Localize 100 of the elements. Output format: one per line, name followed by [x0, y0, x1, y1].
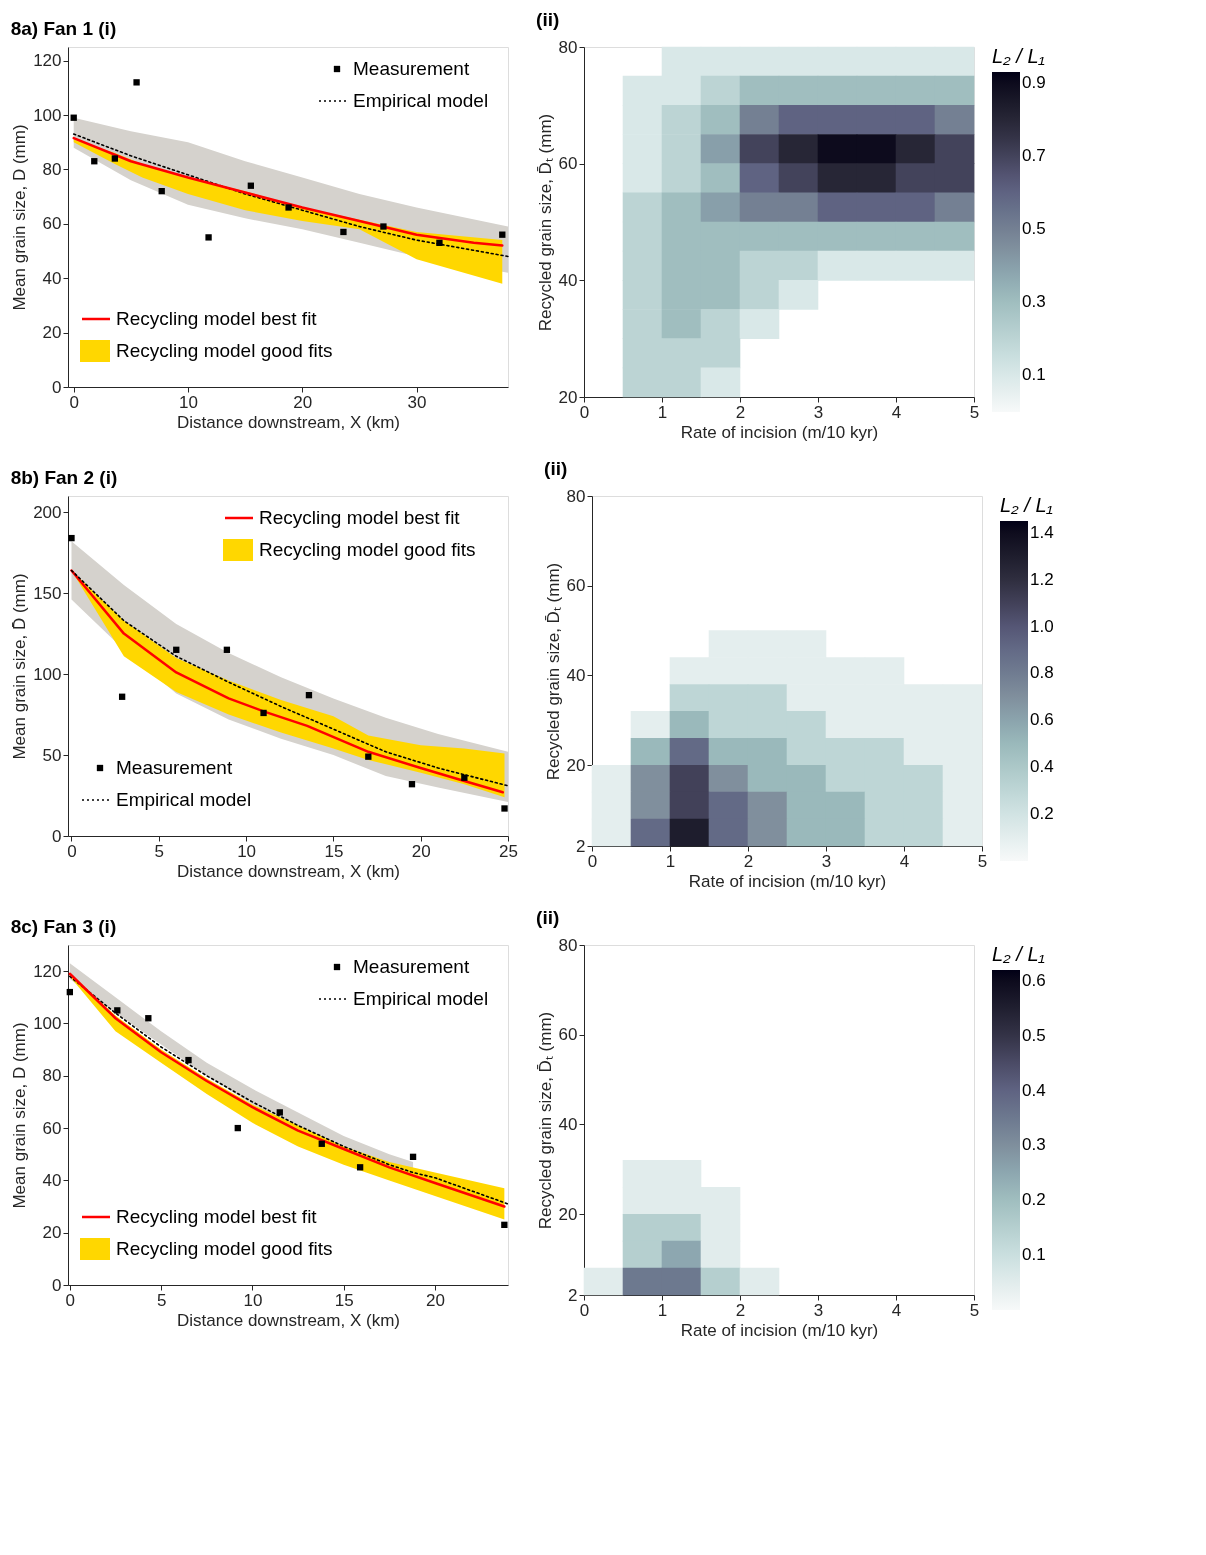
chart-title: (ii) [536, 907, 560, 928]
y-tick-label: 80 [42, 159, 62, 179]
y-tick-label: 60 [42, 214, 62, 234]
y-tick-label: 60 [42, 1118, 62, 1138]
y-tick-label: 120 [33, 51, 62, 71]
point [114, 1007, 121, 1014]
x-tick-label: 3 [813, 402, 824, 422]
y-tick-label: 100 [33, 105, 62, 125]
y-tick-label: 80 [42, 1066, 62, 1086]
chart-title: (ii) [544, 458, 568, 479]
point [356, 1164, 364, 1171]
x-tick-label: 10 [237, 841, 257, 861]
y-tick-label: 50 [42, 745, 62, 765]
x-tick-label: 0 [65, 1290, 76, 1310]
color-bar-label: 1.0 [1030, 616, 1054, 636]
point [70, 114, 77, 121]
color-bar-label: 0.5 [1022, 1025, 1046, 1045]
color-bar-label: 0.4 [1030, 757, 1054, 777]
x-tick-label: 2 [735, 402, 746, 422]
point [205, 234, 212, 241]
y-tick-label: 60 [566, 576, 586, 596]
y-axis-title: Recycled grain size, D̄ₜ (mm) [535, 1011, 555, 1230]
point [739, 1267, 780, 1296]
point [661, 1267, 702, 1296]
color-bar-label: 0.2 [1022, 1190, 1046, 1210]
legend-label: Recycling model best fit [116, 1206, 318, 1227]
y-tick-label: 80 [558, 37, 578, 57]
y-tick-label: 20 [566, 755, 586, 775]
y-tick-label: 100 [33, 1013, 62, 1033]
x-tick-label: 3 [813, 1300, 824, 1320]
point [700, 1213, 741, 1242]
legend-label: Empirical model [116, 789, 252, 810]
y-tick-label: 40 [558, 1114, 578, 1134]
x-tick-label: 4 [899, 851, 910, 871]
point [408, 781, 416, 788]
x-axis-title: Rate of incision (m/10 kyr) [688, 871, 887, 891]
legend-label: Recycling model good fits [116, 340, 333, 361]
y-tick-label: 40 [566, 665, 586, 685]
x-tick-label: 0 [69, 392, 79, 412]
point [340, 228, 347, 236]
y-tick-label: 40 [42, 1170, 62, 1190]
color-bar-label: 0.6 [1022, 970, 1046, 990]
color-bar-label: 0.3 [1022, 292, 1046, 312]
point [68, 534, 75, 542]
color-bar-label: 0.1 [1022, 1245, 1046, 1265]
x-tick-label: 0 [67, 841, 77, 861]
point [185, 1056, 192, 1064]
point [66, 988, 73, 996]
y-tick-label: 40 [558, 270, 578, 290]
x-tick-label: 5 [154, 841, 165, 861]
x-axis-title: Rate of incision (m/10 kyr) [680, 422, 879, 442]
y-tick-label: 100 [33, 664, 62, 684]
y-tick-label: 20 [42, 323, 62, 343]
point [700, 1240, 741, 1269]
chart-title: 8a) Fan 1 (i) [10, 18, 117, 39]
legend-label: Recycling model best fit [116, 308, 318, 329]
legend-label: Measurement [353, 956, 470, 977]
x-tick-label: 20 [293, 392, 313, 412]
y-tick-label: 20 [42, 1223, 62, 1243]
y-axis-title: Mean grain size, D (mm) [10, 124, 30, 311]
x-tick-label: 3 [821, 851, 832, 871]
color-bar-label: 0.9 [1022, 72, 1046, 92]
y-axis-title: Recycled grain size, D̄ₜ (mm) [543, 562, 563, 781]
chart-title: 8b) Fan 2 (i) [10, 467, 118, 488]
x-tick-label: 5 [156, 1290, 167, 1310]
y-tick-label: 150 [33, 583, 62, 603]
point [223, 646, 231, 653]
point [173, 646, 180, 653]
point [260, 709, 267, 717]
chart-title: 8c) Fan 3 (i) [10, 916, 117, 937]
color-bar-label: 0.3 [1022, 1135, 1046, 1155]
y-tick-label: 60 [558, 154, 578, 174]
point [622, 1240, 663, 1269]
x-tick-label: 5 [977, 851, 988, 871]
point [118, 693, 126, 700]
point [622, 1267, 663, 1296]
y-tick-label: 0 [52, 1275, 62, 1295]
x-tick-label: 5 [969, 402, 980, 422]
x-axis-title: Rate of incision (m/10 kyr) [680, 1320, 879, 1340]
color-bar-title: L₂ / L₁ [992, 943, 1045, 965]
point [234, 1124, 241, 1132]
point [305, 691, 313, 699]
color-bar-title: L₂ / L₁ [1000, 494, 1053, 516]
point [247, 182, 255, 189]
point [91, 158, 98, 165]
color-bar-label: 0.1 [1022, 365, 1046, 385]
x-tick-label: 2 [735, 1300, 746, 1320]
point [409, 1153, 417, 1161]
point [501, 805, 508, 812]
x-tick-label: 10 [179, 392, 198, 412]
y-tick-label: 200 [33, 502, 62, 522]
point [285, 204, 292, 211]
legend-label: Recycling model best fit [259, 507, 461, 528]
x-tick-label: 1 [657, 402, 668, 422]
point [276, 1109, 283, 1116]
y-tick-label: 20 [558, 1204, 578, 1224]
x-axis-title: Distance downstream, X (km) [177, 861, 400, 881]
point [318, 1140, 325, 1147]
legend-label: Measurement [116, 757, 233, 778]
color-bar-label: 0.2 [1030, 804, 1054, 824]
